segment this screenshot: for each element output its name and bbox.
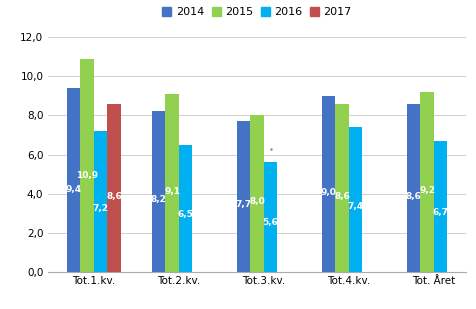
Text: 6,7: 6,7: [433, 208, 449, 218]
Text: 7,7: 7,7: [235, 200, 251, 209]
Text: 8,0: 8,0: [249, 197, 265, 206]
Text: 9,1: 9,1: [164, 187, 180, 196]
Bar: [349, 127, 362, 272]
Text: 10,9: 10,9: [76, 171, 98, 180]
Bar: [152, 112, 165, 272]
Text: 5,6: 5,6: [263, 218, 278, 227]
Bar: [108, 104, 121, 272]
Bar: [237, 121, 250, 272]
Bar: [179, 145, 192, 272]
Bar: [434, 141, 447, 272]
Text: 7,4: 7,4: [347, 202, 364, 211]
Bar: [67, 88, 80, 272]
Text: 9,2: 9,2: [419, 186, 435, 195]
Bar: [335, 104, 349, 272]
Text: 7,2: 7,2: [93, 204, 109, 213]
Bar: [407, 104, 420, 272]
Bar: [80, 59, 94, 272]
Legend: 2014, 2015, 2016, 2017: 2014, 2015, 2016, 2017: [158, 3, 356, 22]
Bar: [250, 115, 264, 272]
Bar: [165, 94, 179, 272]
Text: 8,6: 8,6: [106, 192, 122, 201]
Bar: [264, 162, 278, 272]
Text: 6,5: 6,5: [178, 210, 194, 219]
Text: 9,4: 9,4: [65, 185, 81, 194]
Text: 8,2: 8,2: [150, 195, 167, 204]
Text: 8,6: 8,6: [334, 192, 350, 201]
Text: 8,6: 8,6: [406, 192, 421, 201]
Bar: [420, 92, 434, 272]
Bar: [322, 96, 335, 272]
Bar: [94, 131, 108, 272]
Text: 9,0: 9,0: [320, 188, 337, 197]
